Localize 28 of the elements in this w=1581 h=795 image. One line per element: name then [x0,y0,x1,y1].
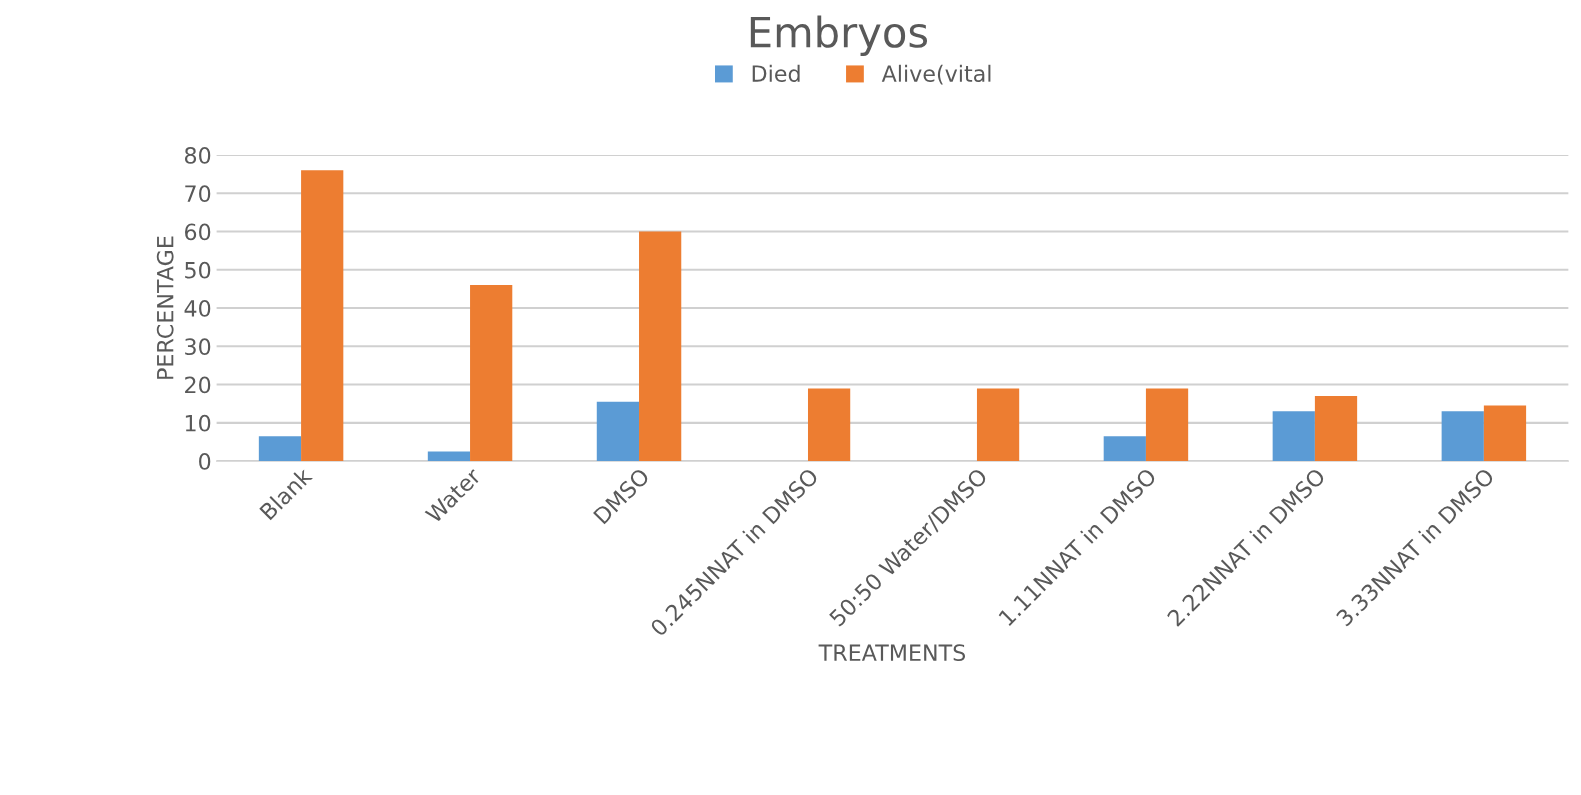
y-tick-label: 0 [199,453,211,470]
bar [1314,396,1358,462]
y-tick-label: 20 [185,376,211,394]
chart-title: Embryos [750,15,928,56]
bar [1103,436,1146,462]
y-tick-label: 30 [185,338,211,356]
legend-label: Died [752,64,800,82]
y-tick-label: 40 [184,300,211,317]
bar [1441,411,1484,462]
bar [1145,388,1189,462]
bar [301,170,344,462]
bar [1483,405,1527,462]
bar [470,285,513,462]
x-axis-title: TREATMENTS [818,644,966,662]
legend-label: Alive(vital [881,64,991,85]
y-tick-label: 70 [185,185,211,203]
bar [807,388,851,462]
y-tick-label: 80 [184,146,211,164]
y-tick-label: 60 [185,223,211,241]
bar [1272,411,1315,462]
bar [427,451,471,462]
bar [596,401,640,462]
y-tick-label: 10 [185,414,211,432]
bar [258,436,302,462]
bar [976,388,1020,462]
bar [639,231,682,462]
y-tick-label: 50 [185,261,211,279]
y-axis-title: PERCENTAGE [156,236,174,379]
